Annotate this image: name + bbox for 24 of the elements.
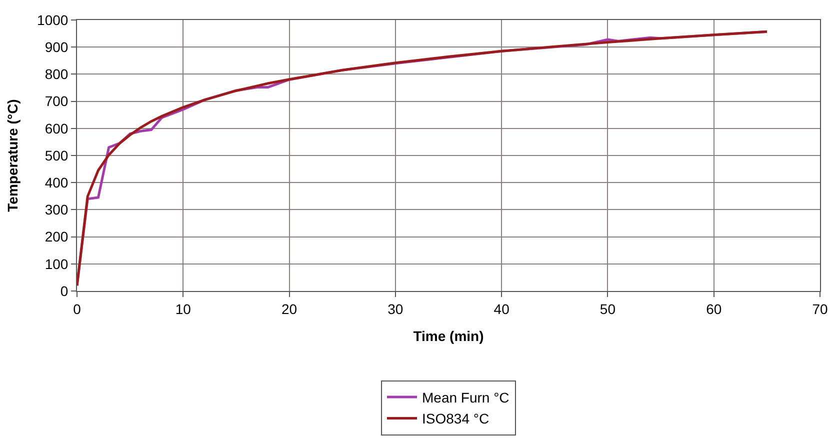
x-tick-label: 0 [73,300,82,317]
y-tick-label: 800 [44,66,68,82]
x-tick-label: 40 [494,300,510,317]
y-tick-label: 700 [44,93,68,110]
legend-label: ISO834 °C [422,410,490,427]
line-series [77,30,768,287]
y-tick-label: 0 [60,282,68,299]
x-tick-label: 70 [812,300,828,317]
x-axis-title: Time (min) [413,328,484,344]
y-tick-label: 600 [44,120,68,136]
x-tick-label: 10 [175,300,192,317]
y-tick-label: 200 [44,228,68,245]
y-tick-label: 1000 [37,12,68,28]
x-tick-label: 20 [282,300,298,317]
x-tick-label: 50 [600,300,616,317]
legend-label: Mean Furn °C [422,389,510,406]
x-tick-label: 60 [706,300,722,317]
y-tick-label: 500 [44,147,68,164]
y-tick-label: 100 [44,256,68,272]
x-tick-label: 30 [388,300,404,317]
y-tick-label: 400 [44,174,68,190]
y-tick-label: 300 [44,202,68,218]
y-axis-title: Temperature (°C) [4,99,21,212]
y-tick-label: 900 [44,39,68,55]
